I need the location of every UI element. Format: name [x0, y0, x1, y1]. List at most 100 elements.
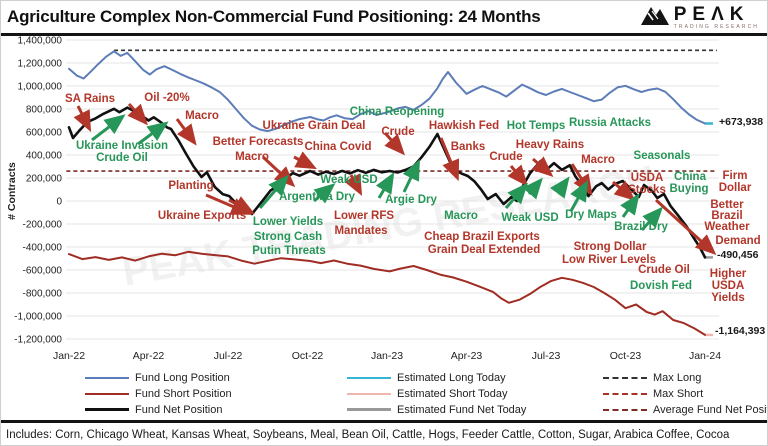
legend-swatch	[603, 392, 647, 395]
annotation-red: Grain Deal Extended	[428, 244, 540, 256]
y-axis-tick: 600,000	[26, 128, 63, 139]
annotation-red: Ukraine Grain Deal	[263, 120, 366, 132]
bullish-arrow	[91, 114, 126, 142]
legend-swatch	[603, 408, 647, 411]
annotation-red: Strong Dollar	[574, 241, 647, 253]
annotation-red: Lower RFS	[334, 210, 394, 222]
legend-label: Estimated Fund Net Today	[397, 403, 527, 416]
legend-label: Fund Short Position	[135, 387, 232, 400]
bearish-arrow	[439, 137, 460, 182]
y-axis-tick: 800,000	[26, 105, 63, 116]
annotation-red: Macro	[185, 110, 219, 122]
x-axis-tick: Jan-23	[371, 350, 403, 362]
annotation-green: China	[674, 171, 707, 183]
annotation-red: USDA	[712, 280, 745, 292]
annotation-red: Crude	[381, 126, 414, 138]
legend-item: Fund Net Position	[85, 403, 347, 416]
end-value-label: +673,938	[719, 116, 763, 128]
end-value-label: -490,456	[717, 249, 759, 261]
bearish-arrow	[344, 173, 363, 196]
annotation-green: Brazil Dry	[614, 221, 668, 233]
legend-label: Max Short	[653, 387, 704, 400]
x-axis-tick: Apr-22	[133, 350, 165, 362]
y-axis-tick: 1,400,000	[18, 36, 63, 47]
annotation-red: Firm	[723, 170, 748, 182]
bullish-arrow	[620, 193, 640, 218]
legend-label: Max Long	[653, 371, 702, 384]
legend-label: Estimated Short Today	[397, 387, 508, 400]
annotation-green: Weak USD	[320, 174, 377, 186]
annotation-red: Planting	[168, 180, 213, 192]
annotation-green: Strong Cash	[254, 231, 322, 243]
y-axis-tick: -200,000	[23, 220, 63, 231]
annotation-red: SA Rains	[65, 93, 115, 105]
legend-swatch	[603, 376, 647, 379]
bullish-arrow	[258, 174, 289, 209]
annotation-green: Lower Yields	[253, 216, 323, 228]
annotation-red: Better Forecasts	[213, 136, 304, 148]
annotation-red: Ukraine Exports	[158, 210, 246, 222]
bullish-arrow	[569, 180, 589, 212]
y-axis-tick: -1,200,000	[14, 335, 62, 346]
annotation-red: Demand	[715, 235, 760, 247]
legend-item: Fund Short Position	[85, 387, 347, 400]
annotation-green: Macro	[444, 210, 478, 222]
annotation-green: Russia Attacks	[569, 117, 651, 129]
annotation-red: Hawkish Fed	[429, 120, 499, 132]
y-axis-tick: 400,000	[26, 151, 63, 162]
y-axis-tick: 200,000	[26, 174, 63, 185]
fund-short-position-line	[68, 250, 706, 336]
y-axis-tick: -1,000,000	[14, 312, 62, 323]
annotation-red: Oil -20%	[144, 92, 189, 104]
y-axis-tick: -800,000	[23, 289, 63, 300]
x-axis-tick: Jul-23	[532, 350, 561, 362]
annotation-red: Crude Oil	[638, 264, 690, 276]
legend-column-2: Estimated Long Today Estimated Short Toda…	[347, 371, 603, 420]
bullish-arrow	[522, 177, 543, 200]
annotation-green: Dovish Fed	[630, 280, 692, 292]
y-axis-title: # Contracts	[6, 162, 18, 220]
annotation-red: Better	[710, 199, 744, 211]
annotation-red: Higher	[710, 268, 747, 280]
bullish-arrow	[402, 158, 420, 193]
annotation-red: Weather	[704, 221, 750, 233]
logo-subtitle: TRADING RESEARCH	[673, 23, 759, 30]
legend-column-3: Max Long Max Short Average Fund Net Positi…	[603, 371, 767, 420]
legend-label: Estimated Long Today	[397, 371, 506, 384]
annotation-green: Dry Maps	[565, 209, 617, 221]
legend-swatch	[85, 376, 129, 379]
annotation-red: Stocks	[628, 184, 666, 196]
annotation-green: Argie Dry	[385, 194, 437, 206]
legend-item: Average Fund Net Position	[603, 403, 767, 416]
x-axis-tick: Apr-23	[451, 350, 483, 362]
annotation-green: Hot Temps	[507, 120, 566, 132]
legend-swatch	[347, 392, 391, 395]
annotation-red: USDA	[631, 172, 664, 184]
bullish-arrow	[137, 121, 169, 146]
annotation-red: Low River Levels	[562, 254, 656, 266]
y-axis-tick: 1,200,000	[18, 59, 63, 70]
annotation-red: Heavy Rains	[516, 139, 584, 151]
header: Agriculture Complex Non-Commercial Fund …	[1, 1, 767, 36]
y-axis-tick: 1,000,000	[18, 82, 63, 93]
bullish-arrow	[504, 182, 528, 209]
includes-note: Includes: Corn, Chicago Wheat, Kansas Wh…	[6, 429, 730, 441]
annotation-red: Macro	[235, 151, 269, 163]
fund-long-position-line	[68, 50, 706, 133]
legend-swatch	[347, 376, 391, 379]
legend-label: Average Fund Net Position	[653, 403, 767, 416]
annotation-red: Yields	[711, 292, 744, 304]
legend-item: Estimated Short Today	[347, 387, 603, 400]
annotation-red: Crude	[489, 151, 522, 163]
bearish-arrow	[73, 105, 92, 133]
legend-swatch	[85, 408, 129, 411]
legend-column-1: Fund Long Position Fund Short Position Fun…	[85, 371, 347, 420]
x-axis-tick: Jan-24	[689, 350, 721, 362]
bearish-arrow	[654, 198, 717, 256]
mountain-icon	[640, 4, 670, 31]
annotation-green: China Reopening	[350, 106, 445, 118]
legend-item: Max Long	[603, 371, 763, 384]
bullish-arrow	[375, 172, 395, 199]
bullish-arrow	[640, 206, 664, 232]
